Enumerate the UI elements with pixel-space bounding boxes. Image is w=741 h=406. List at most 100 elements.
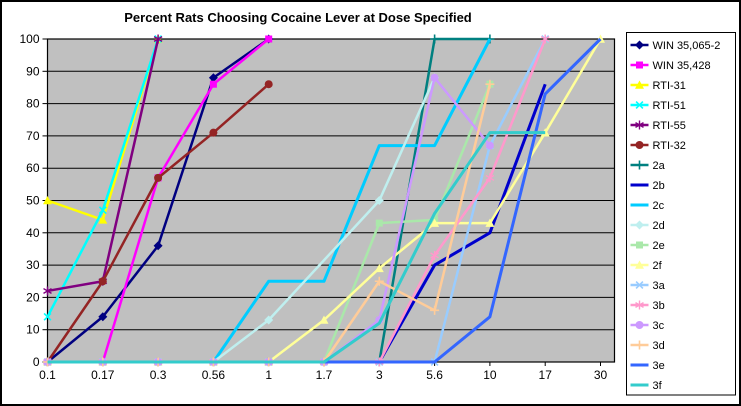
legend-label-3b: 3b xyxy=(653,300,665,312)
series-marker-3d xyxy=(374,276,384,286)
series-marker-2e xyxy=(375,219,383,227)
series-marker-rti-51 xyxy=(98,206,107,215)
chart-title: Percent Rats Choosing Cocaine Lever at D… xyxy=(124,10,472,25)
y-axis-label: 70 xyxy=(26,129,40,143)
legend-swatch-marker-2e xyxy=(636,241,643,249)
series-marker-2a xyxy=(430,34,440,44)
x-axis-label: 0.3 xyxy=(150,368,167,382)
series-marker-2f xyxy=(485,218,495,227)
y-axis-label: 40 xyxy=(26,226,40,240)
y-axis-label: 90 xyxy=(26,64,40,78)
x-axis-label: 30 xyxy=(594,368,608,382)
legend-item-3f: 3f xyxy=(630,380,663,392)
series-marker-2f xyxy=(430,218,440,227)
legend-swatch-marker-rti-32 xyxy=(635,141,644,149)
y-axis-label: 10 xyxy=(26,323,40,337)
legend-label-2f: 2f xyxy=(653,260,663,272)
series-marker-win-35-065-2 xyxy=(153,241,163,251)
x-axis-label: 0.1 xyxy=(39,368,56,382)
legend-swatch-marker-win-35-065-2 xyxy=(635,40,644,50)
series-marker-win-35-065-2 xyxy=(208,73,218,83)
series-marker-2d xyxy=(374,196,384,205)
y-axis-label: 100 xyxy=(19,32,39,46)
legend-item-3b: 3b xyxy=(630,300,665,312)
legend-label-rti-51: RTI-51 xyxy=(653,100,686,112)
x-axis-label: 1 xyxy=(265,368,272,382)
legend-item-2a: 2a xyxy=(630,160,666,172)
legend-item-3e: 3e xyxy=(630,360,665,372)
legend-label-2d: 2d xyxy=(653,220,665,232)
legend-label-rti-31: RTI-31 xyxy=(653,80,686,92)
y-axis-label: 60 xyxy=(26,161,40,175)
series-marker-win-35-428 xyxy=(209,80,217,88)
legend-swatch-marker-win-35-428 xyxy=(636,61,643,69)
legend-label-win-35-428: WIN 35,428 xyxy=(653,60,711,72)
legend-item-3c: 3c xyxy=(630,320,665,332)
legend-item-2f: 2f xyxy=(630,260,663,272)
series-marker-3b xyxy=(430,250,439,260)
legend-item-win-35-065-2: WIN 35,065-2 xyxy=(630,40,721,52)
legend-swatch-marker-rti-51 xyxy=(635,101,644,109)
legend-item-rti-32: RTI-32 xyxy=(630,140,686,152)
series-marker-rti-55 xyxy=(43,286,52,296)
legend-item-win-35-428: WIN 35,428 xyxy=(630,60,711,72)
legend-swatch-marker-rti-31 xyxy=(635,80,644,89)
legend-label-3f: 3f xyxy=(653,380,663,392)
x-axis-label: 0.17 xyxy=(91,368,115,382)
x-axis-label: 5.6 xyxy=(426,368,443,382)
legend-label-rti-55: RTI-55 xyxy=(653,120,686,132)
series-marker-rti-31 xyxy=(43,196,52,205)
series-marker-rti-32 xyxy=(154,173,163,182)
legend-swatch-marker-2a xyxy=(635,160,644,170)
legend-swatch-marker-3c xyxy=(635,321,644,329)
x-axis-label: 1.7 xyxy=(316,368,333,382)
legend-label-2a: 2a xyxy=(653,160,666,172)
legend-label-2b: 2b xyxy=(653,180,665,192)
series-marker-2d xyxy=(264,315,274,325)
legend-item-2b: 2b xyxy=(630,180,665,192)
legend-item-3a: 3a xyxy=(630,280,666,292)
legend-swatch-marker-3a xyxy=(635,281,644,289)
legend-item-2e: 2e xyxy=(630,240,665,252)
x-axis-label: 3 xyxy=(376,368,383,382)
series-marker-win-35-428 xyxy=(265,35,273,43)
series-marker-rti-32 xyxy=(209,128,218,137)
series-marker-3c xyxy=(430,73,439,82)
series-marker-rti-31 xyxy=(98,215,108,224)
series-3f xyxy=(47,131,546,364)
series-marker-3d xyxy=(430,305,440,315)
x-axis-label: 0.56 xyxy=(202,368,226,382)
y-axis-label: 80 xyxy=(26,97,40,111)
y-axis-label: 0 xyxy=(33,355,40,369)
legend-label-win-35-065-2: WIN 35,065-2 xyxy=(653,40,721,52)
series-rti-51 xyxy=(43,35,163,321)
legend-label-2e: 2e xyxy=(653,240,665,252)
legend-item-rti-55: RTI-55 xyxy=(630,120,686,132)
y-axis-label: 50 xyxy=(26,194,40,208)
series-marker-3b xyxy=(485,173,495,183)
legend-swatch-marker-3b xyxy=(635,300,644,310)
x-axis-label: 17 xyxy=(539,368,553,382)
series-marker-3c xyxy=(485,141,494,150)
legend-swatch-marker-2d xyxy=(635,220,644,230)
legend-label-rti-32: RTI-32 xyxy=(653,140,686,152)
series-marker-rti-32 xyxy=(264,80,273,89)
legend-item-rti-31: RTI-31 xyxy=(630,80,686,92)
series-marker-2f xyxy=(374,263,384,273)
series-marker-3b xyxy=(540,34,550,44)
series-line-3f xyxy=(47,131,546,364)
legend-item-rti-51: RTI-51 xyxy=(630,100,686,112)
legend-swatch-marker-rti-55 xyxy=(635,120,644,130)
series-marker-rti-55 xyxy=(153,34,163,44)
legend-swatch-marker-2f xyxy=(635,260,644,269)
legend-label-3a: 3a xyxy=(653,280,666,292)
legend-box xyxy=(626,32,736,396)
series-marker-3d xyxy=(485,79,495,89)
series-marker-rti-51 xyxy=(43,312,52,321)
legend-label-3c: 3c xyxy=(653,320,665,332)
y-axis-label: 30 xyxy=(26,258,40,272)
legend-item-2c: 2c xyxy=(630,200,665,212)
series-marker-2f xyxy=(319,315,329,324)
